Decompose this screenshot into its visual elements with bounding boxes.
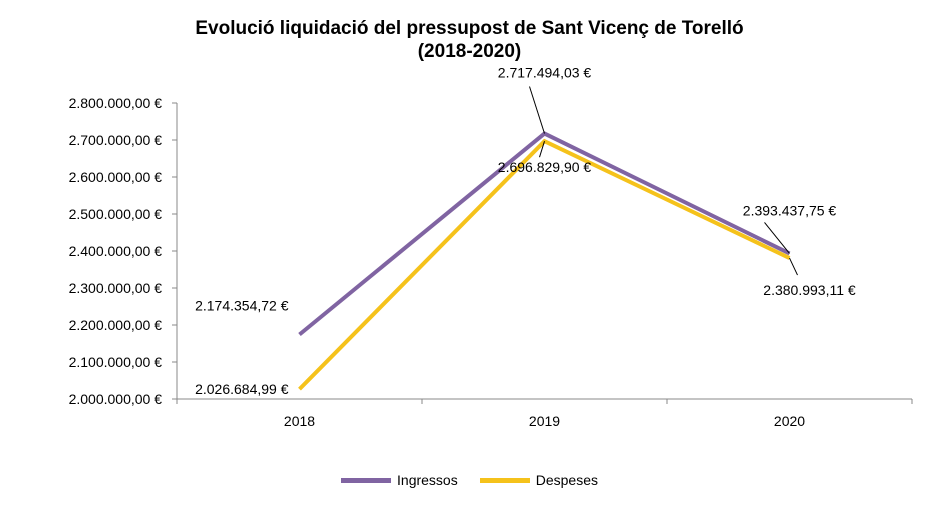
x-tick-label: 2020 xyxy=(774,413,805,429)
x-tick-label: 2019 xyxy=(529,413,560,429)
legend-item-ingressos: Ingressos xyxy=(341,472,458,488)
chart-title: Evolució liquidació del pressupost de Sa… xyxy=(195,18,744,39)
data-label-despeses: 2.696.829,90 € xyxy=(498,159,592,175)
legend-label-ingressos: Ingressos xyxy=(397,472,458,488)
data-label-leader xyxy=(539,141,545,158)
y-tick-label: 2.200.000,00 € xyxy=(69,317,163,333)
data-label-ingressos: 2.393.437,75 € xyxy=(743,202,837,218)
x-tick-label: 2018 xyxy=(284,413,315,429)
data-label-leader xyxy=(529,86,545,134)
y-tick-label: 2.500.000,00 € xyxy=(69,206,163,222)
y-tick-label: 2.600.000,00 € xyxy=(69,169,163,185)
y-tick-label: 2.000.000,00 € xyxy=(69,391,163,407)
legend-item-despeses: Despeses xyxy=(479,472,598,488)
series-line-despeses xyxy=(298,138,791,391)
y-tick-label: 2.700.000,00 € xyxy=(69,132,163,148)
data-label-leader xyxy=(789,257,798,276)
y-tick-label: 2.100.000,00 € xyxy=(69,354,163,370)
y-tick-label: 2.800.000,00 € xyxy=(69,95,163,111)
y-tick-label: 2.400.000,00 € xyxy=(69,243,163,259)
data-label-leader xyxy=(764,222,790,254)
legend: Ingressos Despeses xyxy=(0,472,939,488)
data-label-ingressos: 2.174.354,72 € xyxy=(195,297,289,313)
data-label-despeses: 2.380.993,11 € xyxy=(763,282,856,298)
legend-label-despeses: Despeses xyxy=(535,472,598,488)
legend-swatch-despeses xyxy=(479,477,530,483)
data-label-despeses: 2.026.684,99 € xyxy=(195,381,289,397)
chart-subtitle: (2018-2020) xyxy=(417,41,522,62)
y-tick-label: 2.300.000,00 € xyxy=(69,280,163,296)
data-label-ingressos: 2.717.494,03 € xyxy=(498,65,592,81)
legend-swatch-ingressos xyxy=(341,477,392,483)
